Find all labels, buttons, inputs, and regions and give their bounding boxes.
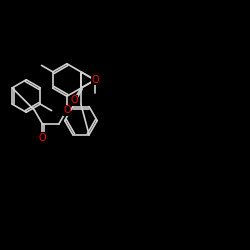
Text: O: O <box>63 105 71 115</box>
Text: O: O <box>91 75 99 85</box>
Text: O: O <box>70 95 78 105</box>
Text: O: O <box>39 133 46 143</box>
